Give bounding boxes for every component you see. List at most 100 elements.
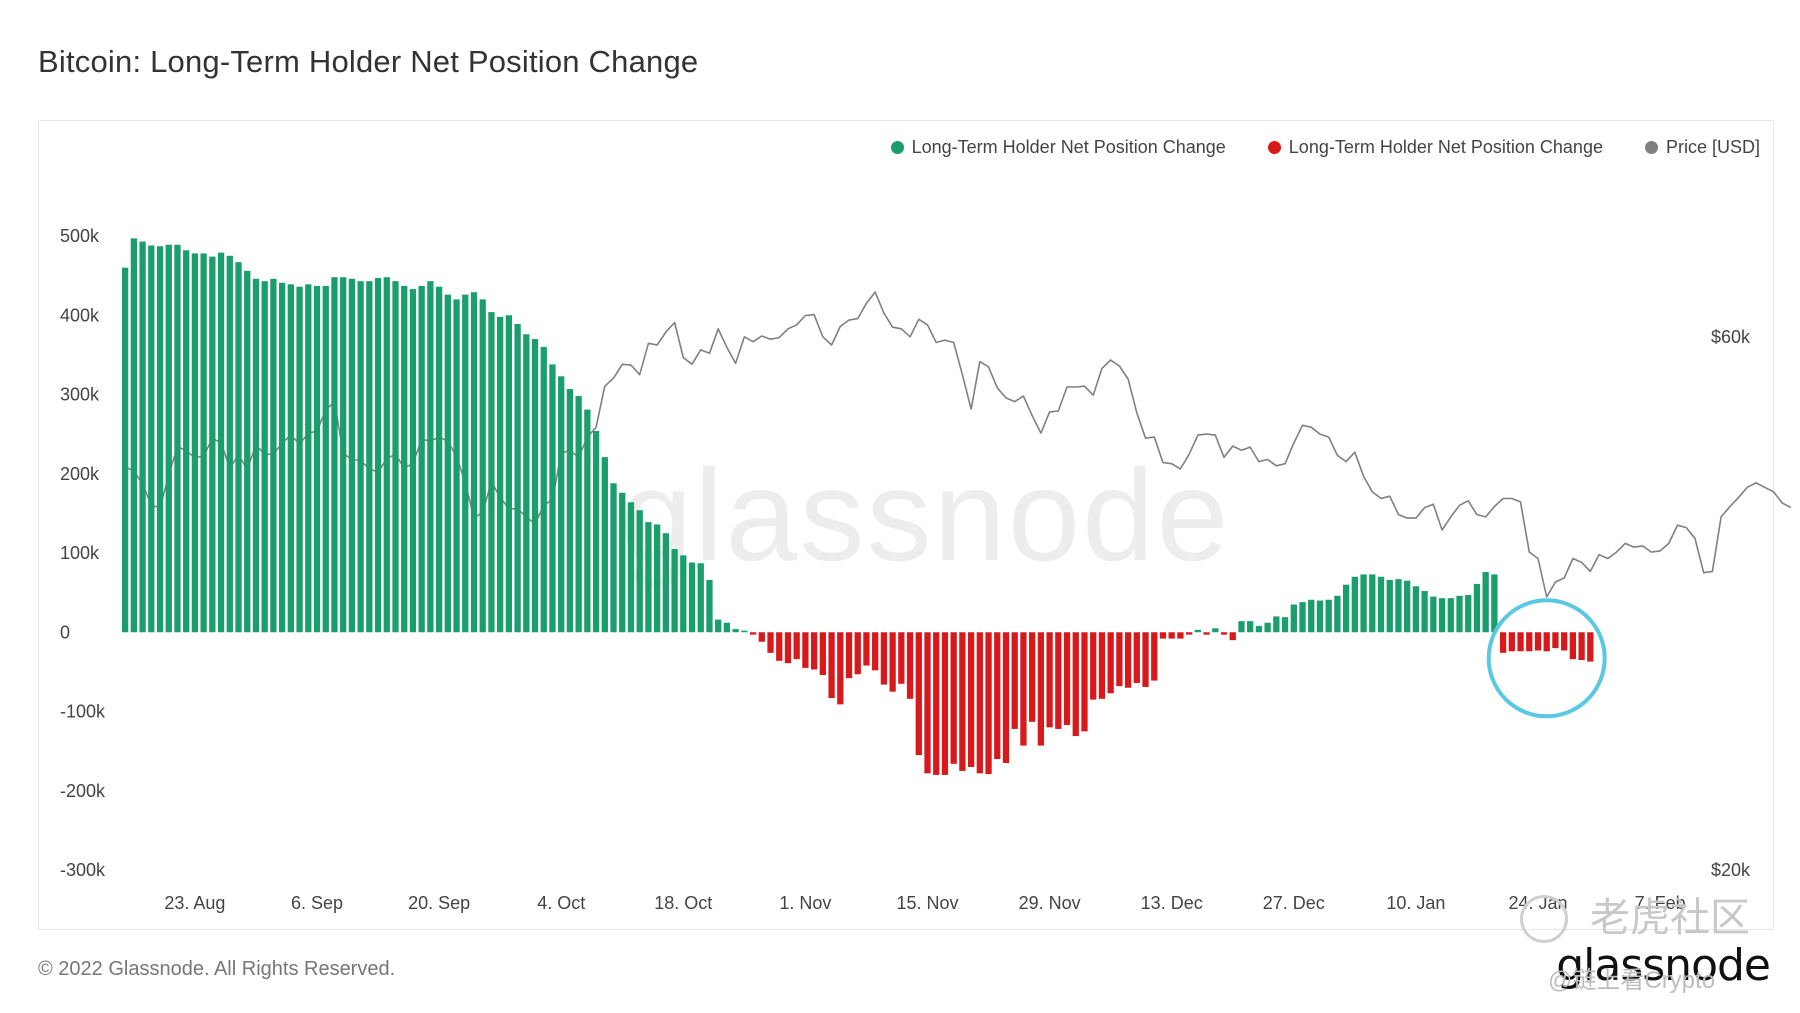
bar-negative — [1499, 632, 1507, 653]
bar-positive — [1447, 598, 1454, 633]
bar-negative — [819, 632, 826, 676]
bar-positive — [348, 278, 356, 633]
bar-positive — [1273, 616, 1280, 633]
bar-positive — [270, 278, 277, 633]
bar-positive — [723, 622, 731, 633]
bar-negative — [1543, 632, 1550, 652]
bar-positive — [1386, 579, 1393, 633]
bar-positive — [558, 376, 565, 633]
bar-positive — [409, 289, 417, 633]
bar-positive — [305, 284, 312, 633]
overlay-handle: @链上看Crypto — [1548, 967, 1716, 994]
bar-positive — [654, 524, 661, 633]
bar-positive — [1491, 574, 1498, 633]
bar-negative — [1186, 632, 1193, 635]
bar-negative — [793, 632, 800, 660]
y-left-tick-label: 500k — [60, 226, 100, 246]
overlay-community-text: 老虎社区 — [1590, 896, 1750, 940]
bar-positive — [1360, 574, 1367, 633]
legend-label-price: Price [USD] — [1665, 137, 1760, 157]
bar-negative — [767, 632, 774, 653]
bar-positive — [331, 277, 338, 633]
bar-positive — [374, 278, 382, 633]
bar-negative — [1229, 632, 1236, 641]
bar-positive — [278, 282, 286, 633]
bar-negative — [1090, 632, 1097, 700]
bar-positive — [183, 250, 190, 633]
bar-negative — [915, 632, 922, 756]
bar-positive — [209, 256, 216, 633]
legend: Long-Term Holder Net Position Change Lon… — [890, 137, 1760, 158]
bar-negative — [1133, 632, 1140, 683]
bar-positive — [584, 409, 591, 633]
bar-positive — [148, 245, 155, 633]
bar-negative — [906, 632, 914, 699]
bar-positive — [462, 294, 469, 633]
bar-positive — [200, 253, 207, 633]
legend-item-price[interactable]: Price [USD] — [1644, 137, 1760, 158]
legend-label-negative: Long-Term Holder Net Position Change — [1288, 137, 1603, 157]
bar-positive — [688, 562, 696, 633]
bar-negative — [1159, 632, 1167, 639]
bar-positive — [1369, 574, 1376, 633]
bar-positive — [1255, 625, 1263, 633]
bar-positive — [575, 396, 582, 633]
bar-positive — [383, 277, 390, 633]
bar-positive — [244, 270, 251, 633]
bar-positive — [366, 281, 373, 633]
bar-positive — [139, 241, 146, 633]
bar-positive — [645, 522, 652, 633]
bar-positive — [715, 619, 722, 633]
legend-dot-grey-icon — [1644, 141, 1658, 154]
bar-negative — [898, 632, 905, 684]
bar-negative — [749, 632, 757, 635]
bar-negative — [1526, 632, 1533, 652]
bar-negative — [828, 632, 835, 699]
bar-positive — [122, 267, 129, 633]
glassnode-logo: glassnode — [1556, 940, 1771, 991]
bar-negative — [1561, 632, 1568, 651]
bar-positive — [540, 346, 547, 633]
bar-negative — [1220, 632, 1228, 635]
x-tick-label: 6. Sep — [291, 893, 343, 913]
bar-positive — [497, 316, 504, 633]
bar-positive — [680, 555, 687, 633]
bar-positive — [549, 364, 556, 633]
bar-negative — [1107, 632, 1114, 694]
legend-item-negative[interactable]: Long-Term Holder Net Position Change — [1267, 137, 1603, 158]
y-left-tick-label: 400k — [60, 305, 100, 325]
bar-positive — [671, 549, 678, 633]
bar-positive — [479, 299, 486, 633]
legend-item-positive[interactable]: Long-Term Holder Net Position Change — [890, 137, 1226, 158]
bar-positive — [444, 294, 451, 633]
x-tick-label: 10. Jan — [1386, 893, 1445, 913]
x-tick-label: 23. Aug — [164, 893, 225, 913]
bar-positive — [1395, 579, 1402, 633]
bar-negative — [1037, 632, 1045, 746]
bar-negative — [941, 632, 949, 775]
bar-positive — [217, 252, 225, 633]
bar-positive — [1316, 600, 1324, 633]
bar-positive — [252, 278, 260, 633]
bar-positive — [427, 281, 434, 633]
bar-positive — [1238, 621, 1245, 633]
bar-positive — [287, 284, 294, 633]
bar-negative — [1055, 632, 1062, 729]
bar-positive — [340, 277, 347, 633]
bar-positive — [1482, 572, 1489, 633]
bar-positive — [156, 246, 164, 633]
bar-negative — [837, 632, 844, 705]
bar-negative — [863, 632, 870, 666]
bar-positive — [1325, 599, 1332, 633]
x-tick-label: 18. Oct — [654, 893, 712, 913]
tiger-community-logo-icon — [1520, 895, 1568, 943]
bar-positive — [627, 502, 635, 633]
bar-negative — [784, 632, 792, 664]
bar-positive — [261, 281, 268, 633]
bar-negative — [1578, 632, 1585, 660]
bar-positive — [1247, 621, 1254, 633]
bar-positive — [1351, 576, 1358, 633]
legend-label-positive: Long-Term Holder Net Position Change — [911, 137, 1226, 157]
bar-positive — [1334, 595, 1341, 633]
